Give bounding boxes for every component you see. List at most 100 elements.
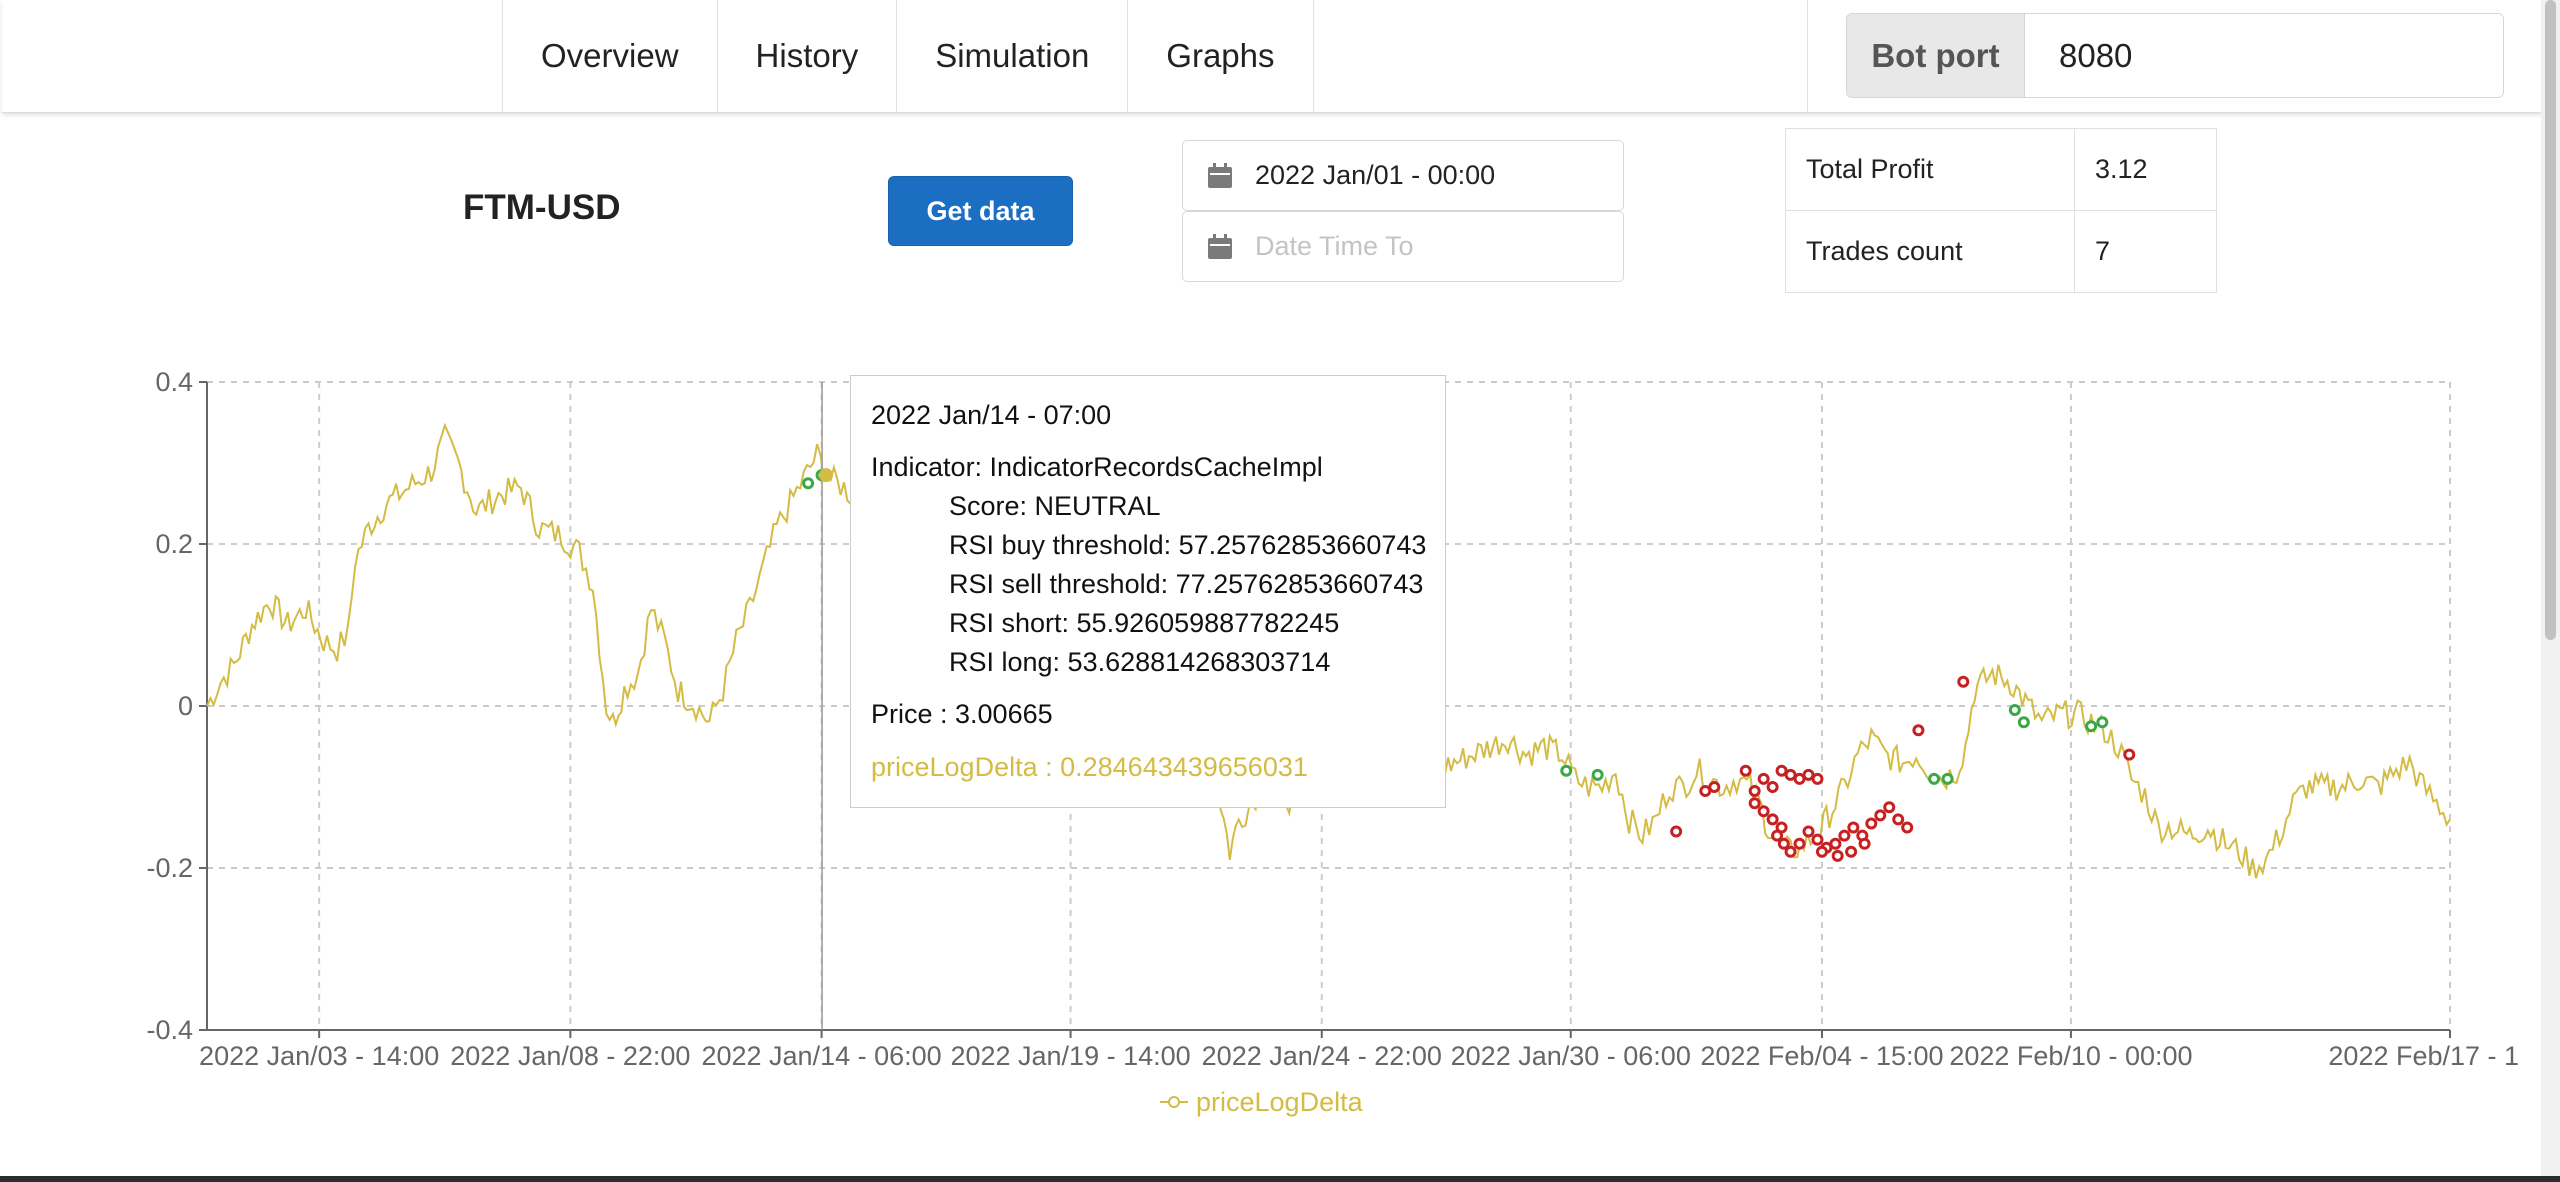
sell-marker[interactable]	[1699, 785, 1712, 798]
calendar-icon	[1207, 233, 1233, 260]
buy-marker[interactable]	[1591, 768, 1604, 781]
date-from-field[interactable]	[1182, 140, 1624, 211]
tooltip-title: 2022 Jan/14 - 07:00	[871, 400, 1112, 430]
trades-count-label: Trades count	[1785, 210, 2075, 293]
tab-history[interactable]: History	[718, 0, 898, 112]
sell-marker[interactable]	[1912, 724, 1925, 737]
active-point	[819, 468, 834, 483]
symbol-title: FTM-USD	[463, 188, 621, 227]
buy-marker[interactable]	[1928, 772, 1941, 785]
sell-marker[interactable]	[1831, 849, 1844, 862]
sell-marker[interactable]	[1815, 845, 1828, 858]
sell-marker[interactable]	[1775, 764, 1788, 777]
bot-port-label: Bot port	[1847, 14, 2025, 97]
sell-marker[interactable]	[1892, 813, 1905, 826]
y-tick-label: 0	[178, 691, 193, 721]
sell-marker[interactable]	[1883, 801, 1896, 814]
x-tick-label: 2022 Feb/04 - 15:00	[1700, 1041, 1943, 1071]
scrollbar-thumb[interactable]	[2545, 0, 2556, 640]
y-tick-label: -0.2	[146, 853, 193, 883]
y-tick-label: 0.2	[155, 529, 193, 559]
x-tick-label: 2022 Jan/30 - 06:00	[1451, 1041, 1691, 1071]
tab-graphs[interactable]: Graphs	[1128, 0, 1314, 112]
y-tick-label: 0.4	[155, 367, 193, 397]
bot-port-group: Bot port	[1846, 13, 2504, 98]
sell-marker[interactable]	[2123, 748, 2136, 761]
sell-marker[interactable]	[1775, 821, 1788, 834]
sell-marker[interactable]	[1757, 805, 1770, 818]
sell-marker[interactable]	[1847, 821, 1860, 834]
stats-row-trades: Trades count 7	[1785, 210, 2217, 293]
tooltip-price: Price : 3.00665	[871, 699, 1053, 729]
sell-marker[interactable]	[1829, 837, 1842, 850]
tooltip-rsi-buy: RSI buy threshold: 57.25762853660743	[949, 530, 1427, 560]
buy-marker[interactable]	[2085, 720, 2098, 733]
sell-marker[interactable]	[1811, 833, 1824, 846]
sell-marker[interactable]	[1739, 764, 1752, 777]
tooltip-rsi-short: RSI short: 55.926059887782245	[949, 608, 1340, 638]
buy-marker[interactable]	[2096, 716, 2109, 729]
sell-marker[interactable]	[1748, 785, 1761, 798]
trades-count-value: 7	[2074, 210, 2217, 293]
x-tick-label: 2022 Feb/10 - 00:00	[1949, 1041, 2192, 1071]
sell-marker[interactable]	[1793, 837, 1806, 850]
chart-tooltip: 2022 Jan/14 - 07:00 Indicator: Indicator…	[850, 375, 1446, 808]
total-profit-value: 3.12	[2074, 128, 2217, 211]
sell-marker[interactable]	[1784, 768, 1797, 781]
tooltip-price-log-delta: priceLogDelta : 0.284643439656031	[871, 752, 1308, 782]
tooltip-rsi-sell: RSI sell threshold: 77.25762853660743	[949, 569, 1424, 599]
sell-marker[interactable]	[1757, 772, 1770, 785]
sell-marker[interactable]	[1811, 772, 1824, 785]
date-from-input[interactable]	[1255, 160, 1595, 191]
calendar-icon	[1207, 162, 1233, 189]
sell-marker[interactable]	[1858, 837, 1871, 850]
sell-marker[interactable]	[1802, 768, 1815, 781]
x-tick-label: 2022 Feb/17 - 18:00	[2328, 1041, 2520, 1071]
sell-marker[interactable]	[1838, 829, 1851, 842]
tab-simulation[interactable]: Simulation	[897, 0, 1129, 112]
sell-marker[interactable]	[1777, 837, 1790, 850]
sell-marker[interactable]	[1784, 845, 1797, 858]
buy-marker[interactable]	[1941, 772, 1954, 785]
legend-marker-icon	[1168, 1096, 1180, 1108]
sell-marker[interactable]	[1957, 675, 1970, 688]
tooltip-rsi-long: RSI long: 53.628814268303714	[949, 647, 1331, 677]
buy-marker[interactable]	[802, 477, 815, 490]
legend-label[interactable]: priceLogDelta	[1196, 1087, 1364, 1117]
top-navbar: Overview History Simulation Graphs Bot p…	[2, 0, 2542, 113]
sell-marker[interactable]	[1901, 821, 1914, 834]
buy-marker[interactable]	[2017, 716, 2030, 729]
x-tick-label: 2022 Jan/19 - 14:00	[950, 1041, 1190, 1071]
buy-marker[interactable]	[1560, 764, 1573, 777]
sell-marker[interactable]	[1793, 772, 1806, 785]
chart-legend[interactable]: priceLogDelta	[1160, 1087, 1364, 1117]
sell-marker[interactable]	[1874, 809, 1887, 822]
sell-marker[interactable]	[1748, 797, 1761, 810]
chart-markers	[802, 382, 2136, 1030]
x-tick-label: 2022 Jan/03 - 14:00	[199, 1041, 439, 1071]
x-tick-label: 2022 Jan/14 - 06:00	[701, 1041, 941, 1071]
date-to-input[interactable]	[1255, 231, 1595, 262]
tooltip-score: Score: NEUTRAL	[949, 491, 1161, 521]
stats-table: Total Profit 3.12 Trades count 7	[1785, 128, 2217, 293]
bottom-strip	[0, 1176, 2560, 1182]
sell-marker[interactable]	[1845, 845, 1858, 858]
stats-row-profit: Total Profit 3.12	[1785, 128, 2217, 211]
buy-marker[interactable]	[2008, 704, 2021, 717]
sell-marker[interactable]	[1670, 825, 1683, 838]
tab-overview[interactable]: Overview	[503, 0, 718, 112]
x-tick-label: 2022 Jan/24 - 22:00	[1202, 1041, 1442, 1071]
sell-marker[interactable]	[1708, 781, 1721, 793]
sell-marker[interactable]	[1802, 825, 1815, 838]
sell-marker[interactable]	[1865, 817, 1878, 830]
bot-port-input[interactable]	[2025, 14, 2503, 97]
nav-tabs: Overview History Simulation Graphs	[502, 0, 1314, 112]
sell-marker[interactable]	[1766, 781, 1779, 793]
get-data-button[interactable]: Get data	[888, 176, 1073, 246]
date-to-field[interactable]	[1182, 211, 1624, 282]
sell-marker[interactable]	[1766, 813, 1779, 826]
total-profit-label: Total Profit	[1785, 128, 2075, 211]
tooltip-indicator: Indicator: IndicatorRecordsCacheImpl	[871, 452, 1323, 482]
